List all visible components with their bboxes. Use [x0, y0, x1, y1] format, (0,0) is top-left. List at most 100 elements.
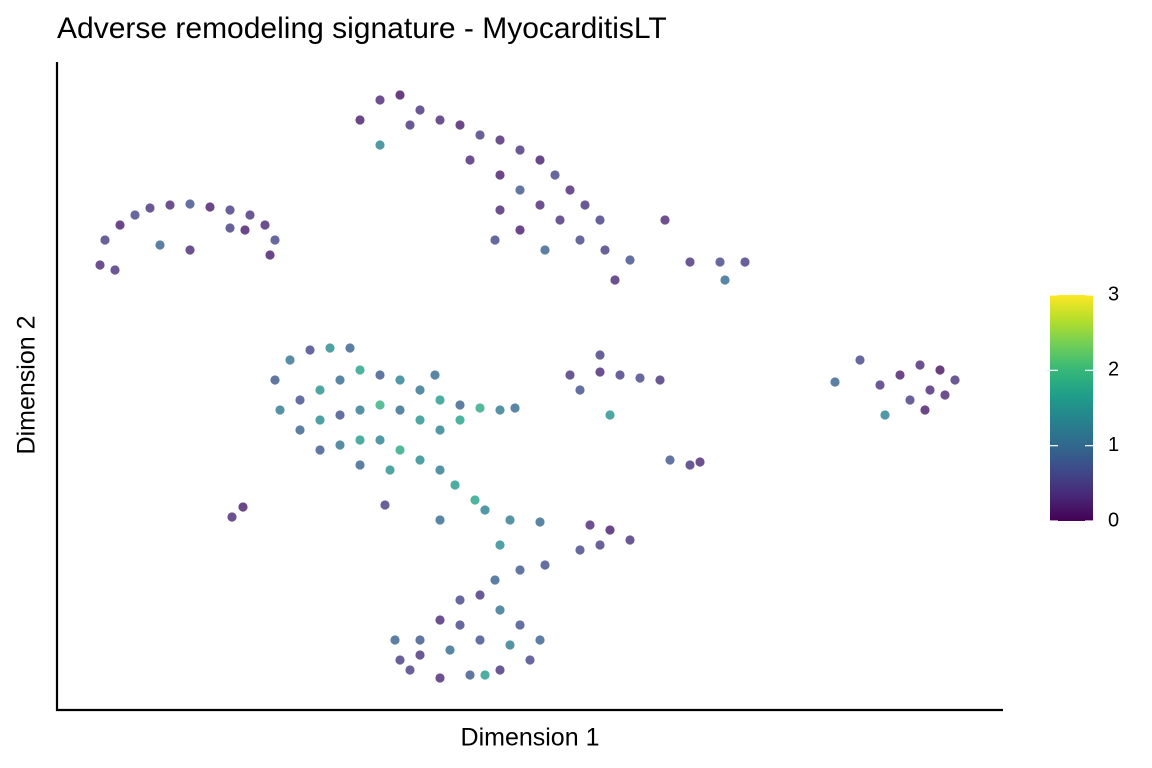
point [315, 385, 325, 395]
point [265, 250, 275, 260]
point [465, 155, 475, 165]
point [610, 275, 620, 285]
point [355, 435, 365, 445]
point [880, 410, 890, 420]
point [895, 370, 905, 380]
point [515, 145, 525, 155]
point [515, 565, 525, 575]
chart-title: Adverse remodeling signature - Myocardit… [57, 12, 667, 45]
point [595, 350, 605, 360]
point [355, 405, 365, 415]
point [490, 235, 500, 245]
point [515, 225, 525, 235]
point [665, 455, 675, 465]
point [355, 115, 365, 125]
point [720, 275, 730, 285]
point [495, 170, 505, 180]
point [505, 640, 515, 650]
point [920, 405, 930, 415]
point [535, 635, 545, 645]
point [435, 673, 445, 683]
point [535, 517, 545, 527]
x-axis-label: Dimension 1 [461, 724, 600, 752]
point [225, 205, 235, 215]
point [540, 245, 550, 255]
point [270, 375, 280, 385]
point [205, 202, 215, 212]
point [540, 560, 550, 570]
point [535, 200, 545, 210]
point [355, 460, 365, 470]
point [225, 223, 235, 233]
point [605, 525, 615, 535]
point [565, 185, 575, 195]
point [465, 670, 475, 680]
point [145, 203, 155, 213]
point [475, 635, 485, 645]
point [695, 457, 705, 467]
point [475, 590, 485, 600]
point [600, 245, 610, 255]
point [245, 210, 255, 220]
point [415, 650, 425, 660]
point [315, 415, 325, 425]
point [625, 535, 635, 545]
point [510, 403, 520, 413]
point [455, 415, 465, 425]
point [950, 375, 960, 385]
point [430, 370, 440, 380]
point [935, 365, 945, 375]
point [165, 200, 175, 210]
point [875, 380, 885, 390]
point [575, 235, 585, 245]
point [480, 505, 490, 515]
points [95, 90, 960, 683]
point [495, 665, 505, 675]
point [275, 405, 285, 415]
point [240, 225, 250, 235]
point [395, 655, 405, 665]
point [595, 540, 605, 550]
point [515, 620, 525, 630]
point [260, 220, 270, 230]
point [100, 235, 110, 245]
point [385, 465, 395, 475]
point [475, 130, 485, 140]
point [595, 215, 605, 225]
point [185, 245, 195, 255]
colorbar-tick-label: 1 [1108, 434, 1119, 456]
colorbar-tick-label: 3 [1108, 283, 1119, 305]
point [375, 95, 385, 105]
point [660, 215, 670, 225]
point [435, 515, 445, 525]
point [435, 465, 445, 475]
point [495, 605, 505, 615]
point [535, 155, 545, 165]
point [285, 355, 295, 365]
point [270, 235, 280, 245]
point [355, 365, 365, 375]
point [238, 502, 248, 512]
point [345, 343, 355, 353]
point [480, 670, 490, 680]
point [445, 645, 455, 655]
point [415, 105, 425, 115]
point [455, 620, 465, 630]
point [115, 220, 125, 230]
point [435, 425, 445, 435]
point [435, 615, 445, 625]
point [405, 665, 415, 675]
point [925, 385, 935, 395]
point [395, 405, 405, 415]
point [395, 375, 405, 385]
colorbar-ticks: 0 1 2 3 [1050, 283, 1119, 531]
point [335, 440, 345, 450]
point [227, 512, 237, 522]
point [380, 500, 390, 510]
point [625, 255, 635, 265]
colorbar [1050, 295, 1093, 521]
point [155, 240, 165, 250]
point [655, 375, 665, 385]
point [335, 410, 345, 420]
point [685, 257, 695, 267]
